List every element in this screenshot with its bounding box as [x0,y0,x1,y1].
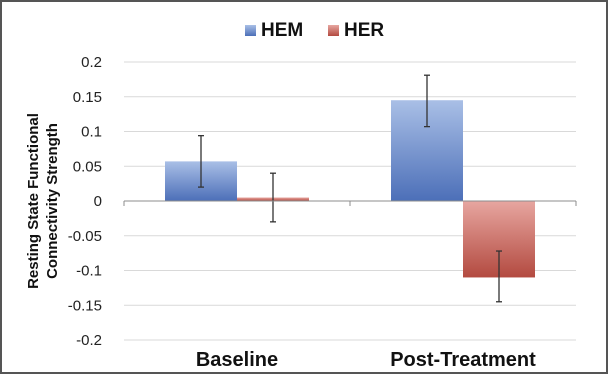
legend-label-her: HER [344,20,384,41]
y-tick-label: 0.2 [81,54,102,71]
category-label-baseline: Baseline [196,349,278,371]
y-tick-label: 0.05 [73,158,102,175]
legend-swatch-her [328,25,339,36]
y-tick-label: 0 [94,193,102,210]
category-label-post-treatment: Post-Treatment [390,349,536,371]
x-category-labels: Baseline Post-Treatment [196,349,536,371]
y-tick-label: 0.1 [81,124,102,141]
y-tick-label: -0.2 [76,332,102,349]
y-tick-label: -0.1 [76,263,102,280]
y-tick-label: -0.05 [68,228,102,245]
legend-label-hem: HEM [261,20,303,41]
y-tick-label: 0.15 [73,89,102,106]
y-tick-label: -0.15 [68,297,102,314]
y-axis-label: Resting State Functional Connectivity Str… [25,113,61,289]
y-axis-label-line: Resting State Functional [25,113,42,289]
error-bars [198,74,502,303]
legend: HEM HER [245,20,384,41]
legend-swatch-hem [245,25,256,36]
y-axis-label-line: Connectivity Strength [44,123,61,279]
y-tick-labels: 0.2 0.15 0.1 0.05 0 -0.05 -0.1 -0.15 -0.2 [68,54,102,349]
